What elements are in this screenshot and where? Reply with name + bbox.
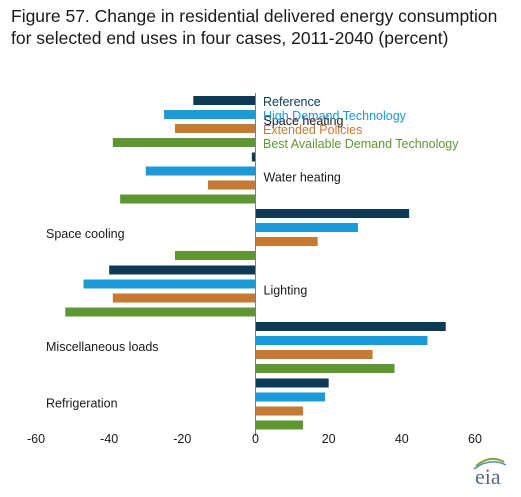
bar-miscellaneous-loads-reference xyxy=(255,322,446,331)
bar-refrigeration-best-available-demand-technology xyxy=(255,420,304,430)
bar-space-heating-high-demand-technology xyxy=(164,110,256,119)
bar-lighting-reference xyxy=(109,265,256,275)
category-label-lighting: Lighting xyxy=(264,284,308,298)
bar-miscellaneous-loads-extended-policies xyxy=(255,350,373,359)
bar-space-cooling-reference xyxy=(255,209,410,218)
bar-water-heating-best-available-demand-technology xyxy=(120,194,256,204)
bar-water-heating-reference xyxy=(251,152,256,162)
legend-item-reference: Reference xyxy=(263,95,321,109)
x-tick-label: -40 xyxy=(100,432,118,446)
bar-space-cooling-best-available-demand-technology xyxy=(175,251,256,260)
svg-text:eia: eia xyxy=(475,464,501,488)
category-labels: Space heating Water heating Space cooling L… xyxy=(46,114,343,411)
bar-refrigeration-extended-policies xyxy=(255,406,304,416)
legend-item-extended-policies: Extended Policies xyxy=(263,123,362,137)
x-tick-label: 20 xyxy=(322,432,336,446)
bar-miscellaneous-loads-best-available-demand-technology xyxy=(255,364,395,373)
bar-lighting-best-available-demand-technology xyxy=(65,307,256,317)
bar-space-cooling-high-demand-technology xyxy=(255,223,358,232)
x-tick-labels: -60 -40 -20 0 20 40 60 xyxy=(27,432,482,446)
chart-title: Figure 57. Change in residential deliver… xyxy=(11,6,498,48)
x-tick-label: 40 xyxy=(395,432,409,446)
legend-item-best-available-demand-technology: Best Available Demand Technology xyxy=(263,137,459,151)
bar-water-heating-extended-policies xyxy=(207,180,256,190)
bars-group xyxy=(65,96,446,430)
category-label-miscellaneous-loads: Miscellaneous loads xyxy=(46,340,159,354)
bar-refrigeration-reference xyxy=(255,378,329,388)
legend-item-high-demand-technology: High Demand Technology xyxy=(263,109,407,123)
category-label-space-cooling: Space cooling xyxy=(46,227,125,241)
bar-miscellaneous-loads-high-demand-technology xyxy=(255,336,428,345)
bar-lighting-extended-policies xyxy=(112,293,256,303)
category-label-water-heating: Water heating xyxy=(264,171,341,185)
eia-logo: eia xyxy=(473,457,507,488)
bar-space-heating-best-available-demand-technology xyxy=(112,138,256,147)
bar-space-cooling-extended-policies xyxy=(255,237,318,246)
x-tick-label: 60 xyxy=(468,432,482,446)
bar-water-heating-high-demand-technology xyxy=(145,166,256,176)
bar-space-heating-reference xyxy=(193,96,256,105)
bar-refrigeration-high-demand-technology xyxy=(255,392,326,402)
category-label-refrigeration: Refrigeration xyxy=(46,397,118,411)
category-label-space-heating: Space heating xyxy=(264,114,344,128)
x-tick-label: -20 xyxy=(173,432,191,446)
x-tick-label: 0 xyxy=(252,432,259,446)
x-tick-label: -60 xyxy=(27,432,45,446)
bar-lighting-high-demand-technology xyxy=(83,279,256,289)
bar-space-heating-extended-policies xyxy=(175,124,256,133)
